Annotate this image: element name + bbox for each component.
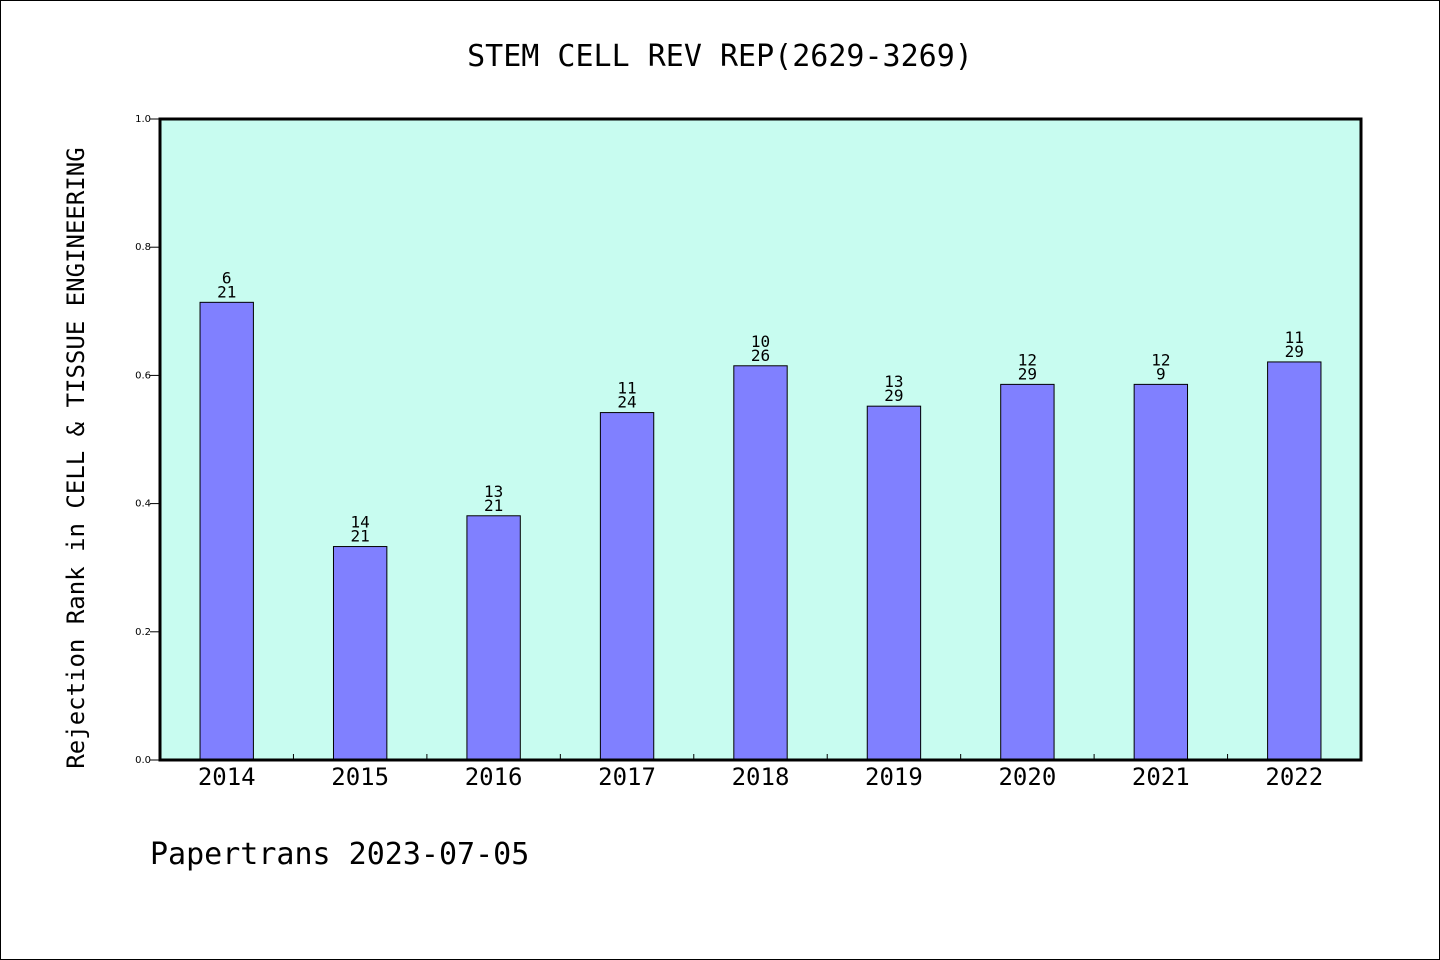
- bar: [866, 405, 922, 761]
- bar: [599, 412, 655, 761]
- bar-label-bottom: 9: [1156, 364, 1166, 383]
- plot-border: [158, 117, 1363, 762]
- x-tick-label: 2016: [465, 763, 523, 791]
- bar-label-top: 10: [751, 332, 770, 351]
- bar-label-bottom: 21: [351, 527, 370, 546]
- bar: [332, 546, 388, 761]
- bar-label-top: 14: [351, 513, 370, 532]
- bar: [1267, 361, 1322, 761]
- bar: [1133, 383, 1189, 761]
- bar-label-top: 12: [1018, 350, 1037, 369]
- x-tick-label: 2022: [1265, 763, 1323, 791]
- x-axis-ticks: 2014 2015 2016 2017 2018 2019 2020 2021 2022: [198, 754, 1323, 791]
- y-tick-label: 0.6: [135, 370, 151, 381]
- bar: [1000, 383, 1055, 761]
- y-tick-label: 1.0: [135, 114, 151, 125]
- bar-label-bottom: 29: [884, 386, 903, 405]
- x-tick-label: 2021: [1132, 763, 1190, 791]
- bar-label-bottom: 29: [1018, 364, 1037, 383]
- bar-label-top: 11: [1285, 328, 1304, 347]
- x-tick-label: 2018: [732, 763, 790, 791]
- y-axis-label: Rejection Rank in CELL & TISSUE ENGINEER…: [62, 147, 90, 768]
- y-axis-ticks: 0.0 0.2 0.4 0.6 0.8 1.0: [135, 114, 160, 766]
- bar-label-bottom: 24: [617, 393, 636, 412]
- x-tick-label: 2020: [998, 763, 1056, 791]
- bar-label-bottom: 21: [217, 282, 236, 301]
- x-tick-label: 2017: [598, 763, 656, 791]
- x-tick-label: 2014: [198, 763, 256, 791]
- bar-label-bottom: 29: [1285, 342, 1304, 361]
- bar: [199, 301, 254, 761]
- y-tick-label: 0.4: [135, 499, 151, 510]
- y-tick-label: 0.0: [135, 755, 151, 766]
- bar: [466, 515, 521, 761]
- chart-title: STEM CELL REV REP(2629-3269): [467, 39, 973, 74]
- bar-label-bottom: 21: [484, 496, 503, 515]
- x-tick-label: 2019: [865, 763, 923, 791]
- bar-label-top: 13: [484, 482, 503, 501]
- bar-label-top: 11: [617, 379, 636, 398]
- bar-label-top: 6: [222, 268, 232, 287]
- bar: [733, 365, 788, 761]
- footer-text: Papertrans 2023-07-05: [150, 837, 529, 872]
- x-tick-label: 2015: [331, 763, 389, 791]
- y-tick-label: 0.8: [135, 242, 151, 253]
- y-tick-label: 0.2: [135, 627, 151, 638]
- bar-label-top: 13: [884, 372, 903, 391]
- bar-label-bottom: 26: [751, 346, 770, 365]
- bar-label-top: 12: [1151, 350, 1170, 369]
